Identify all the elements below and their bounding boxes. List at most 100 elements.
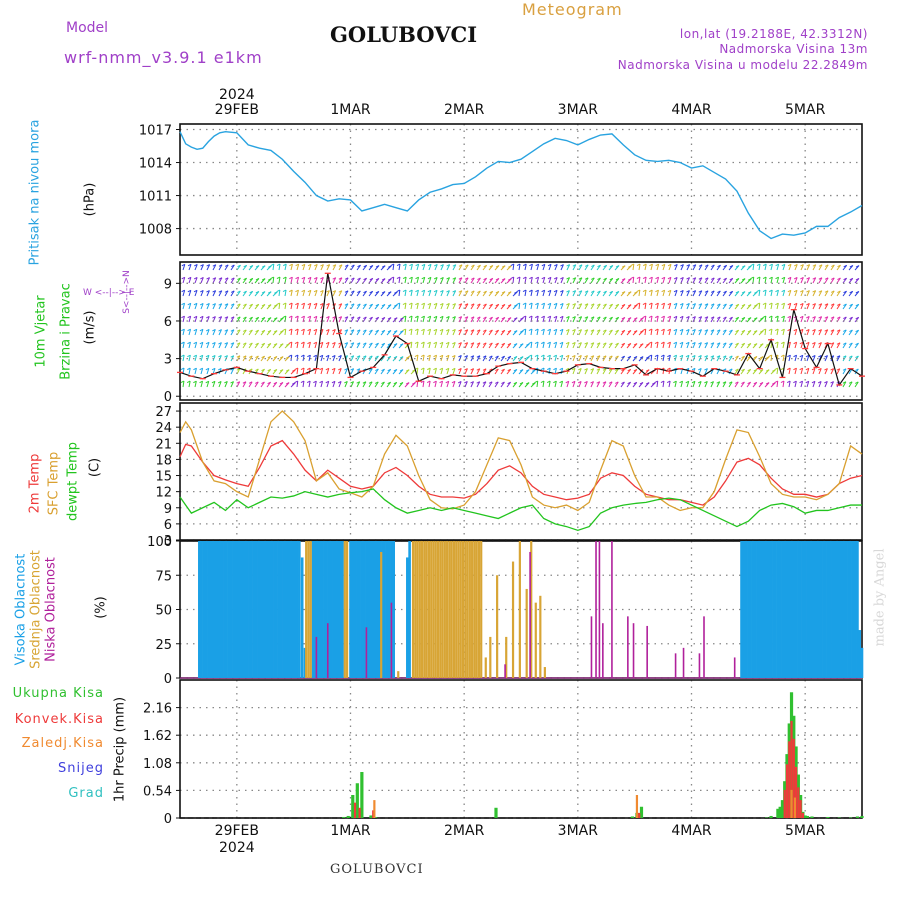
wind-barb <box>806 290 810 297</box>
cloud-high-bar <box>374 541 377 678</box>
model-elevation-label: Nadmorska Visina u modelu 22.2849m <box>617 58 868 72</box>
wind-barb-flag <box>313 302 318 306</box>
wind-barb-flag <box>249 316 253 320</box>
wind-barb-flag <box>565 367 570 371</box>
wind-barb-flag <box>522 302 527 306</box>
wind-barb-flag <box>645 369 650 372</box>
wind-barb-flag <box>723 264 727 268</box>
wind-barb <box>602 329 607 336</box>
wind-barb-flag <box>470 316 475 319</box>
wind-barb <box>542 342 545 349</box>
wind-barb <box>698 342 702 349</box>
wind-barb-flag <box>393 368 398 372</box>
wind-barb-flag <box>452 303 456 306</box>
wind-barb <box>224 381 228 388</box>
wind-barb-flag <box>855 290 860 294</box>
wind-barb-flag <box>855 329 859 333</box>
wind-barb-flag <box>200 277 204 280</box>
precip-conv-bar <box>788 741 791 818</box>
wind-barb <box>650 303 653 310</box>
wind-barb <box>338 342 342 349</box>
wind-barb-flag <box>319 341 324 345</box>
wind-barb-flag <box>590 329 595 332</box>
wind-ytick-label: 0 <box>164 390 172 405</box>
wind-barb-flag <box>609 290 613 294</box>
wind-barb <box>464 316 469 323</box>
wind-barb-flag <box>470 355 474 358</box>
wind-barb <box>662 329 665 336</box>
wind-barb-flag <box>476 355 481 358</box>
wind-barb-flag <box>525 382 530 385</box>
wind-barb-flag <box>628 278 632 281</box>
wind-barb-flag <box>735 278 740 281</box>
wind-barb <box>548 264 552 271</box>
wind-barb <box>764 302 767 310</box>
wind-barb-flag <box>230 329 235 332</box>
wind-barb <box>674 303 678 310</box>
wind-barb <box>434 303 438 310</box>
wind-barb <box>638 302 641 310</box>
wind-barb <box>428 290 432 297</box>
wind-barb-flag <box>351 264 355 267</box>
wind-barb <box>584 316 589 323</box>
wind-barb-flag <box>282 302 287 306</box>
wind-barb-flag <box>793 341 797 345</box>
wind-barb <box>812 290 817 297</box>
wind-barb <box>308 342 311 349</box>
wind-barb <box>584 303 589 310</box>
wind-barb-flag <box>812 329 816 332</box>
wind-barb <box>824 355 828 362</box>
wind-barb <box>692 290 697 297</box>
wind-barb-flag <box>445 328 450 332</box>
wind-barb <box>818 264 823 271</box>
wind-barb <box>410 316 413 323</box>
cloud-high-bar <box>316 541 319 678</box>
wind-barb-flag <box>843 264 847 268</box>
wind-barb <box>404 264 407 271</box>
wind-barb <box>356 329 361 336</box>
wind-barb-flag <box>452 316 456 319</box>
wind-barb <box>692 342 696 349</box>
wind-barb-flag <box>584 277 589 280</box>
wind-barb-flag <box>319 367 323 371</box>
cloud-high-bar <box>200 541 203 678</box>
wind-barb-flag <box>692 264 697 267</box>
wind-barb <box>302 264 306 271</box>
top-day-label: 2MAR <box>444 102 485 118</box>
wind-barb-flag <box>774 328 779 332</box>
wind-barb <box>440 355 444 362</box>
wind-barb-flag <box>830 290 835 293</box>
wind-barb <box>692 264 697 271</box>
wind-barb <box>722 342 727 349</box>
wind-barb-flag <box>482 355 487 358</box>
wind-barb <box>716 316 721 323</box>
wind-barb-flag <box>393 356 398 359</box>
wind-barb <box>704 303 709 310</box>
wind-barb-flag <box>427 328 431 332</box>
cloud-high-bar <box>767 541 771 678</box>
wind-barb-flag <box>553 328 557 332</box>
temperature-ytick-label: 3 <box>164 534 172 549</box>
wind-barb-flag <box>704 342 708 345</box>
wind-barb <box>536 367 539 375</box>
wind-barb-flag <box>698 367 702 371</box>
wind-barb-flag <box>255 265 260 268</box>
wind-barb-flag <box>295 289 299 293</box>
cloud-high-bar <box>263 541 267 678</box>
wind-barb-flag <box>193 328 197 332</box>
wind-barb <box>470 342 475 349</box>
wind-barb-flag <box>193 354 197 358</box>
wind-frame <box>179 261 863 401</box>
wind-barb-flag <box>673 276 678 280</box>
cloud-high-bar <box>806 541 809 678</box>
wind-barb <box>428 316 432 323</box>
wind-barb-flag <box>445 380 449 384</box>
wind-barb-flag <box>787 367 791 371</box>
cloud-high-bar <box>387 541 391 678</box>
wind-barb-flag <box>489 329 493 333</box>
wind-barb-flag <box>350 316 355 319</box>
cloud-high-bar <box>785 541 789 678</box>
wind-barb <box>188 342 191 349</box>
wind-barb-flag <box>729 264 734 268</box>
wind-barb-flag <box>627 291 632 294</box>
